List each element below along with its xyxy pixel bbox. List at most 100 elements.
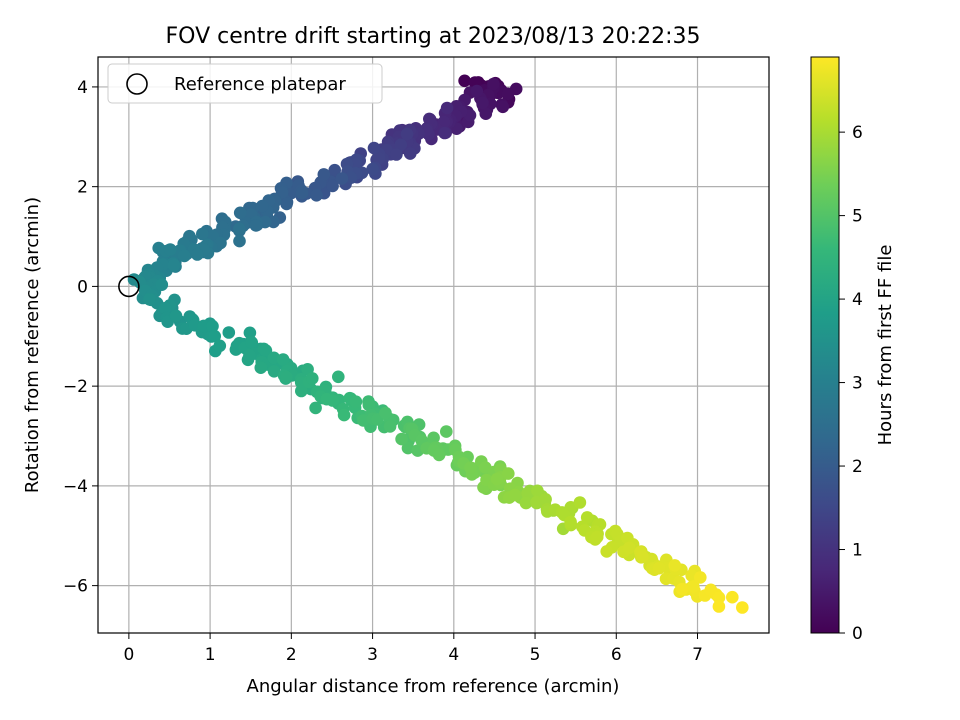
data-point — [155, 278, 169, 292]
data-point — [487, 77, 500, 91]
data-point — [213, 339, 227, 353]
data-point — [519, 496, 533, 510]
data-point — [531, 484, 544, 498]
data-point — [243, 349, 256, 362]
data-point — [317, 168, 331, 181]
y-tick-label: −2 — [63, 377, 88, 397]
data-point — [564, 515, 577, 529]
data-point — [675, 582, 689, 596]
data-point — [401, 441, 415, 455]
data-point — [496, 100, 510, 114]
data-point — [501, 87, 515, 101]
data-point — [521, 487, 534, 500]
colorbar-tick-label: 6 — [852, 123, 863, 143]
data-point — [736, 601, 749, 614]
legend-label: Reference platepar — [174, 74, 346, 95]
colorbar-tick-label: 4 — [852, 290, 863, 310]
data-point — [280, 370, 293, 384]
data-point — [539, 493, 552, 506]
data-point — [362, 398, 376, 412]
y-ticks: −6 −4 −2 0 2 4 — [63, 78, 98, 597]
data-point — [390, 148, 403, 161]
y-tick-label: −6 — [63, 577, 88, 597]
data-point — [502, 467, 515, 480]
data-point — [295, 384, 308, 398]
reference-marker — [118, 275, 140, 298]
data-point — [197, 319, 210, 333]
data-point — [158, 301, 172, 315]
data-point — [379, 406, 392, 420]
data-points — [127, 74, 749, 614]
data-point — [332, 370, 345, 384]
colorbar-label: Hours from first FF file — [875, 245, 896, 446]
x-tick-label: 2 — [286, 645, 297, 665]
reference-point — [118, 275, 140, 298]
legend: Reference platepar — [107, 63, 383, 104]
data-point — [687, 580, 700, 593]
data-point — [326, 394, 339, 407]
data-point — [295, 186, 309, 200]
data-point — [254, 361, 268, 375]
x-ticks: 0 1 2 3 4 5 6 7 — [123, 633, 703, 665]
x-tick-label: 4 — [448, 645, 459, 665]
data-point — [233, 234, 246, 248]
data-point — [440, 101, 454, 115]
colorbar-tick-label: 5 — [852, 207, 863, 227]
data-point — [309, 401, 322, 415]
data-point — [622, 541, 636, 555]
data-point — [328, 163, 342, 177]
data-point — [366, 162, 379, 176]
data-point — [372, 152, 386, 165]
data-point — [712, 591, 726, 604]
y-tick-label: 0 — [77, 277, 88, 297]
colorbar-ticks: 0 1 2 3 4 5 6 — [839, 123, 863, 644]
data-point — [423, 112, 436, 126]
data-point — [349, 395, 363, 409]
data-point — [280, 197, 293, 211]
data-point — [326, 179, 339, 193]
data-point — [245, 336, 259, 349]
legend-marker — [126, 73, 148, 95]
data-point — [470, 84, 484, 98]
data-point — [249, 219, 263, 232]
data-point — [432, 448, 446, 462]
data-point — [400, 127, 414, 141]
plot-frame — [97, 56, 770, 634]
data-point — [636, 550, 649, 564]
data-point — [726, 590, 739, 604]
data-point — [600, 545, 613, 558]
data-point — [479, 107, 493, 120]
legend-frame — [107, 63, 383, 104]
data-point — [668, 559, 682, 572]
data-point — [490, 472, 504, 486]
data-point — [383, 420, 397, 433]
data-point — [367, 141, 381, 155]
colorbar-tick-label: 3 — [852, 374, 863, 394]
x-tick-label: 0 — [123, 645, 134, 665]
colorbar-tick-label: 0 — [852, 624, 863, 644]
data-point — [222, 326, 236, 339]
data-point — [267, 365, 281, 378]
x-tick-label: 5 — [530, 645, 541, 665]
x-axis-label: Angular distance from reference (arcmin) — [247, 676, 620, 697]
data-point — [395, 432, 408, 446]
data-point — [255, 199, 269, 213]
data-point — [580, 511, 594, 524]
data-point — [167, 259, 181, 272]
data-point — [440, 425, 453, 438]
data-point — [508, 488, 522, 502]
data-point — [306, 372, 319, 385]
y-tick-label: 4 — [77, 78, 88, 98]
data-point — [438, 126, 451, 140]
data-point — [464, 461, 477, 475]
data-point — [233, 206, 247, 220]
colorbar-tick-label: 1 — [852, 541, 863, 561]
x-tick-label: 1 — [205, 645, 216, 665]
data-point — [403, 147, 417, 160]
data-point — [276, 353, 290, 366]
data-point — [573, 496, 587, 509]
data-point — [191, 248, 204, 261]
data-point — [163, 243, 177, 256]
data-point — [143, 293, 156, 306]
